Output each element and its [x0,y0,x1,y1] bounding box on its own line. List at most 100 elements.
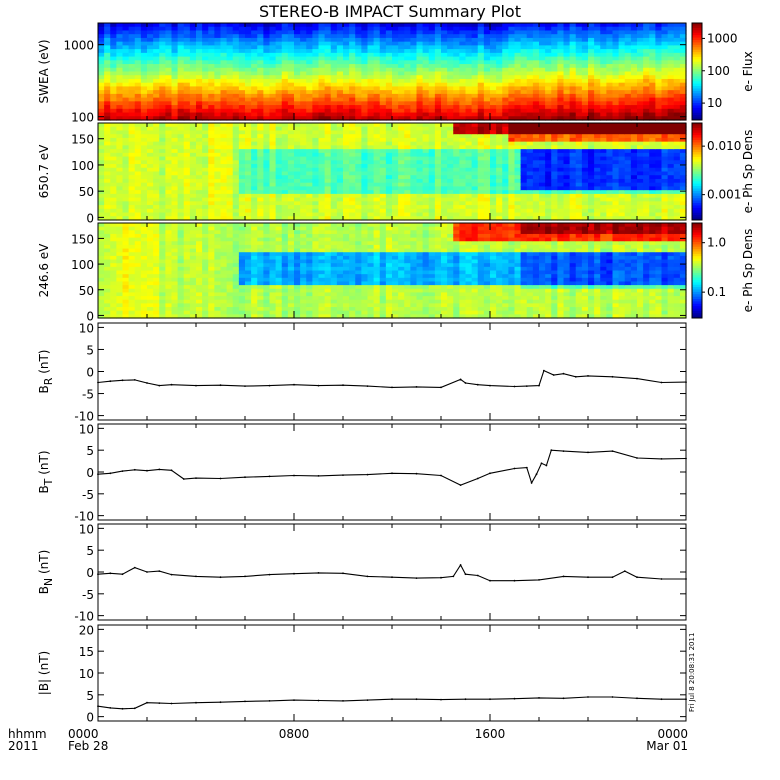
data-point [538,384,540,387]
time-tick-label: 0800 [279,727,310,741]
data-point [158,702,161,704]
data-point [342,384,344,387]
y-tick-label: 5 [86,343,94,357]
data-point [513,579,516,582]
data-point [440,698,442,701]
colorbar-tick-label: 0.010 [707,139,741,153]
data-point [195,701,197,704]
data-point [244,700,246,703]
panel-frame [97,624,687,722]
data-point [391,472,393,475]
data-point [244,575,246,578]
panel-frame [97,322,687,421]
y-tick-label: 5 [86,544,94,558]
data-point [415,698,418,701]
heatmap-cells-pad650 [98,123,687,221]
data-point [611,696,614,698]
data-point [452,575,455,578]
data-point [391,386,393,389]
data-point [170,469,173,472]
y-tick-label: 100 [71,258,94,272]
y-tick-label: -10 [74,610,94,624]
data-point [195,575,197,578]
data-point [146,469,148,472]
data-point [530,482,533,484]
time-axis-left-label-1: hhmm [8,727,47,741]
data-point [293,474,295,477]
y-tick-label: 50 [79,185,94,199]
data-point [587,375,589,377]
data-point [587,576,589,579]
series-line-br [97,369,687,388]
colorbar-tick-label: 1.0 [707,236,726,250]
series-bn [97,563,687,582]
data-point [244,385,246,387]
heatmap-cells-pad246 [98,223,687,319]
data-point [476,383,479,386]
data-point [538,697,540,699]
data-point [464,573,467,576]
y-axis-label-br: BR (nT) [37,349,55,393]
data-point [525,385,528,387]
data-point [636,576,638,579]
data-point [293,383,295,386]
y-tick-label: 10 [79,422,94,436]
data-point [317,572,320,574]
data-point [623,570,626,572]
data-point [170,383,173,386]
data-point [574,375,577,378]
y-tick-label: 150 [71,133,94,147]
data-point [535,473,538,476]
time-tick-sublabel: Feb 28 [68,739,108,753]
time-tick-sublabel: Mar 01 [646,739,688,753]
y-axis-label-pad650: 650.7 eV [37,144,51,199]
data-point [415,577,418,579]
colorbar-pad246: 0.1 1.0 e- Ph Sp Dens [691,222,755,319]
time-tick-label: 1600 [475,727,506,741]
data-point [317,699,320,702]
y-tick-label: 150 [71,232,94,246]
data-point [513,697,516,700]
data-point [660,381,663,384]
data-point [342,474,344,476]
y-tick-label: 0 [86,309,94,323]
series-bmag [97,696,687,710]
data-point [464,698,467,701]
y-tick-label: 0 [86,566,94,580]
data-point [660,578,663,580]
series-line-bt [97,449,687,486]
data-point [562,372,565,375]
data-point [121,573,124,576]
data-point [109,380,112,383]
y-tick-label: 100 [71,159,94,173]
y-tick-label: -10 [74,410,94,424]
y-tick-label: -5 [82,488,94,502]
data-point [133,379,136,381]
data-point [513,385,516,388]
series-line-bn [97,563,686,582]
y-tick-label: 5 [86,444,94,458]
time-tick-label: 0000 [657,727,688,741]
colorbar-tick-label: 10 [707,96,722,110]
plot-title: STEREO-B IMPACT Summary Plot [259,2,521,21]
y-tick-label: -5 [82,588,94,602]
data-point [636,377,638,380]
colorbar-label: e- Flux [741,51,755,91]
data-point [489,579,491,582]
series-bt [97,449,687,486]
time-axis-left-label-2: 2011 [8,739,39,753]
data-point [109,572,112,575]
data-point [244,476,246,479]
y-tick-label: 0 [86,366,94,380]
data-point [525,466,528,469]
data-point [550,449,553,452]
heatmap-cells-swea [98,23,687,121]
data-point [293,699,295,701]
data-point [195,384,197,387]
data-point [538,579,540,581]
data-point [660,458,663,460]
data-point [268,384,271,387]
y-axis-label-bmag: |B| (nT) [37,651,51,695]
